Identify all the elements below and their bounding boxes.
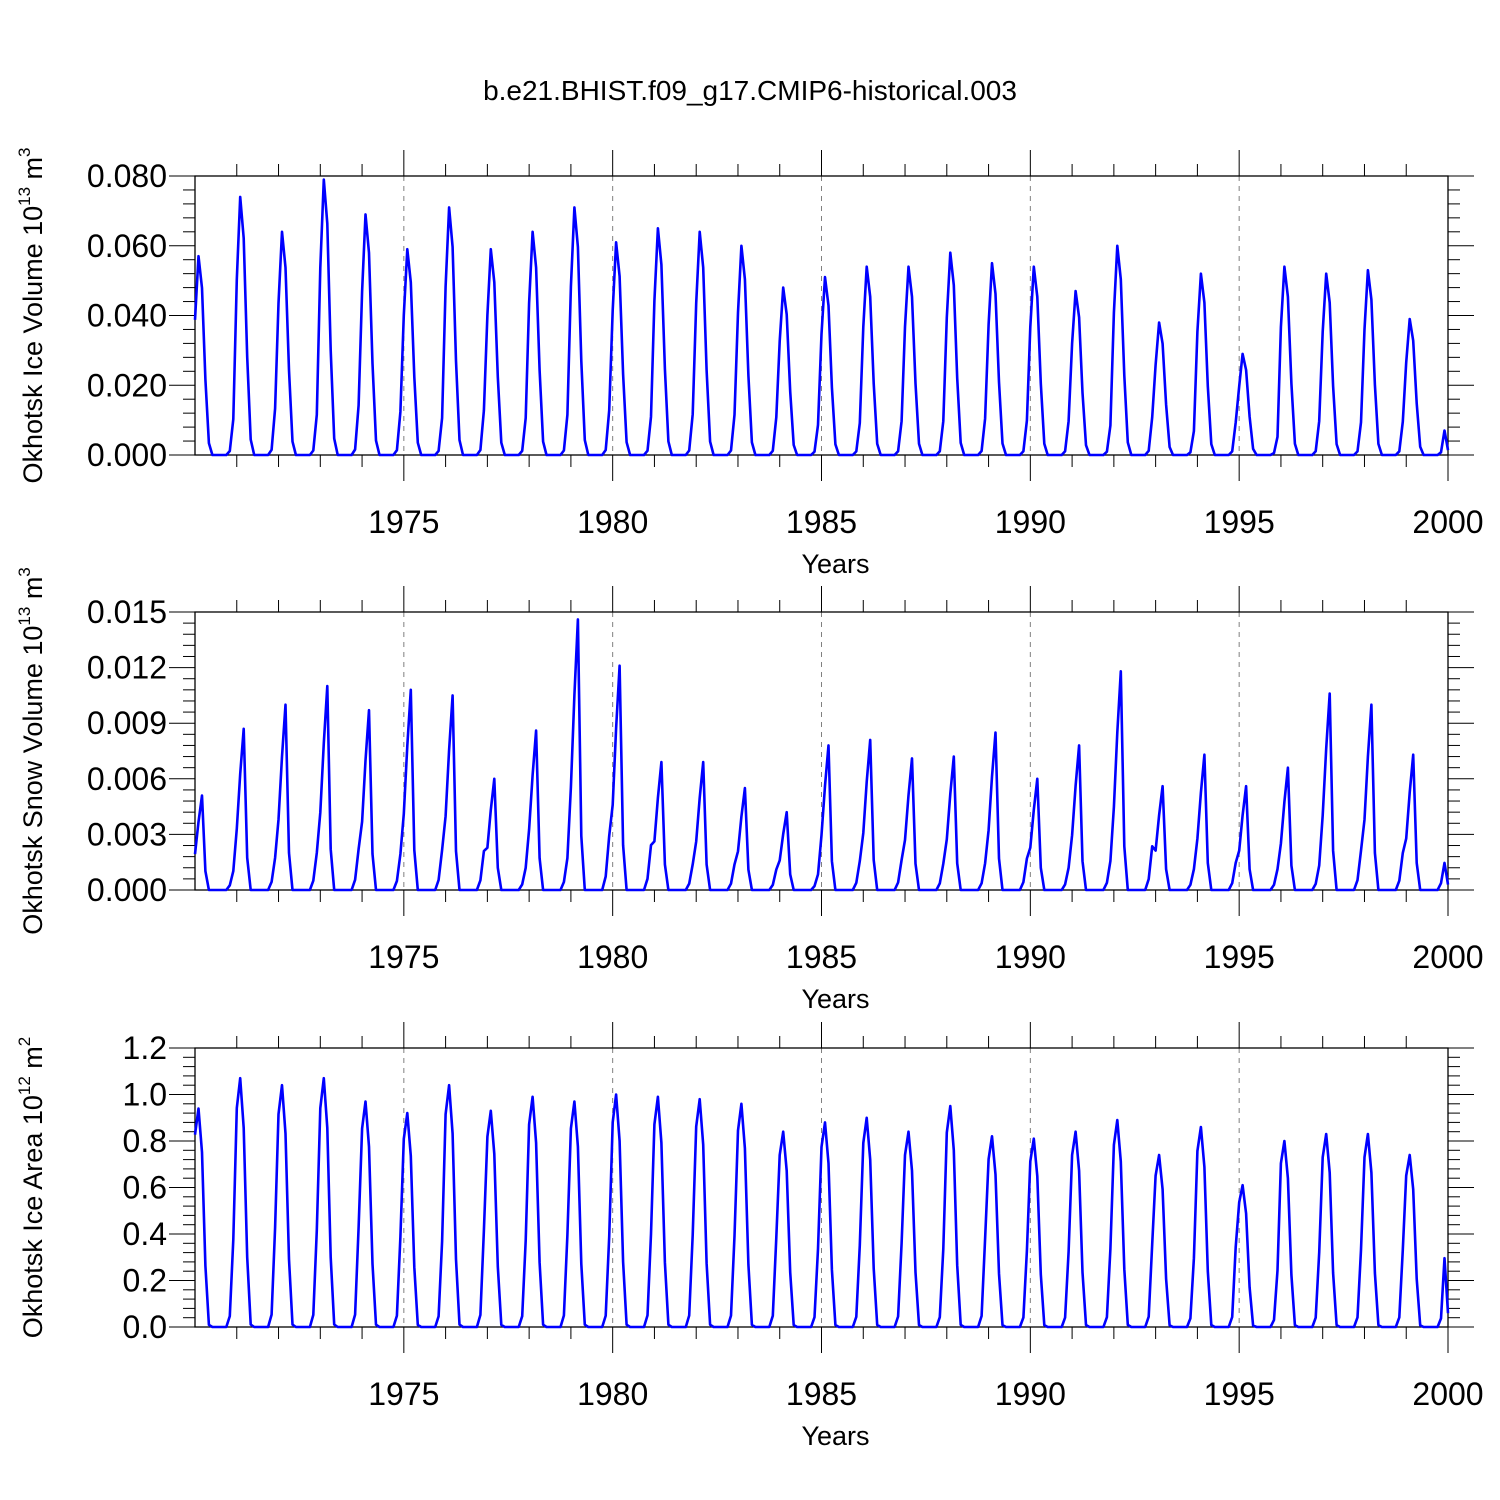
y-tick-label: 0.000 <box>87 872 167 908</box>
x-tick-label: 2000 <box>1412 939 1483 975</box>
y-axis-label-text: Okhotsk Ice Volume 10 <box>18 206 48 484</box>
y-axis-label: Okhotsk Snow Volume 1013 m3 <box>15 567 48 935</box>
y-axis-label: Okhotsk Ice Area 1012 m2 <box>15 1037 48 1339</box>
y-tick-label: 1.0 <box>123 1077 167 1113</box>
x-tick-label: 1985 <box>786 939 857 975</box>
panel-1: 1975 1980 1985 1990 1995 2000 Years 0.000 0.020 0… <box>15 147 1484 579</box>
y-tick-label: 0.0 <box>123 1309 167 1345</box>
y-tick-label: 0.006 <box>87 761 167 797</box>
x-tick-label: 1980 <box>577 504 648 540</box>
panels: 1975 1980 1985 1990 1995 2000Years0.0000.0200… <box>15 147 1484 1451</box>
chart-title: b.e21.BHIST.f09_g17.CMIP6-historical.003 <box>483 75 1017 106</box>
y-tick-label: 0.060 <box>87 228 167 264</box>
x-tick-label: 1995 <box>1204 939 1275 975</box>
y-axis-label-exponent: 13 <box>15 607 34 626</box>
y-tick-label: 0.020 <box>87 367 167 403</box>
x-tick-label: 1975 <box>368 939 439 975</box>
x-tick-label: 1990 <box>995 504 1066 540</box>
x-tick-label: 1985 <box>786 1376 857 1412</box>
y-axis-label-unit-exponent: 2 <box>15 1037 34 1046</box>
panel-3: 1975 1980 1985 1990 1995 2000 Years 0.0 0.2 0.4 0.… <box>15 1022 1484 1451</box>
y-axis-label: Okhotsk Ice Volume 1013 m3 <box>15 147 48 483</box>
x-tick-label: 2000 <box>1412 1376 1483 1412</box>
y-axis-label-text: Okhotsk Snow Volume 10 <box>18 626 48 935</box>
y-tick-label: 0.040 <box>87 298 167 334</box>
series-line <box>193 1076 1450 1329</box>
y-axis-label-unit-exponent: 3 <box>15 567 34 576</box>
y-axis-label-unit: m <box>18 577 48 607</box>
x-tick-label: 1985 <box>786 504 857 540</box>
y-tick-label: 0.003 <box>87 816 167 852</box>
x-axis-label: Years <box>801 984 869 1014</box>
x-axis-label: Years <box>801 1421 869 1451</box>
y-tick-label: 0.8 <box>123 1123 167 1159</box>
series-line <box>193 178 1450 457</box>
y-tick-label: 0.012 <box>87 650 167 686</box>
y-axis-label-text: Okhotsk Ice Area 10 <box>18 1095 48 1338</box>
y-tick-label: 0.000 <box>87 437 167 473</box>
x-tick-label: 1975 <box>368 504 439 540</box>
x-tick-label: 1995 <box>1204 1376 1275 1412</box>
x-tick-label: 1980 <box>577 1376 648 1412</box>
series-line <box>193 618 1450 892</box>
y-axis-label-unit: m <box>18 157 48 187</box>
x-tick-label: 1995 <box>1204 504 1275 540</box>
y-tick-label: 0.009 <box>87 705 167 741</box>
x-axis-label: Years <box>801 549 869 579</box>
y-axis-label-exponent: 12 <box>15 1076 34 1095</box>
x-tick-label: 1990 <box>995 939 1066 975</box>
y-tick-label: 0.4 <box>123 1216 167 1252</box>
x-tick-label: 1980 <box>577 939 648 975</box>
y-tick-label: 0.6 <box>123 1170 167 1206</box>
y-axis-label-unit: m <box>18 1046 48 1076</box>
y-tick-label: 0.080 <box>87 158 167 194</box>
y-axis-label-exponent: 13 <box>15 187 34 206</box>
y-tick-label: 1.2 <box>123 1030 167 1066</box>
y-axis-label-unit-exponent: 3 <box>15 147 34 156</box>
x-tick-label: 1975 <box>368 1376 439 1412</box>
x-tick-label: 1990 <box>995 1376 1066 1412</box>
panel-2: 1975 1980 1985 1990 1995 2000 Years 0.000 0.003 0… <box>15 567 1484 1014</box>
y-tick-label: 0.015 <box>87 594 167 630</box>
y-tick-label: 0.2 <box>123 1263 167 1299</box>
x-tick-label: 2000 <box>1412 504 1483 540</box>
